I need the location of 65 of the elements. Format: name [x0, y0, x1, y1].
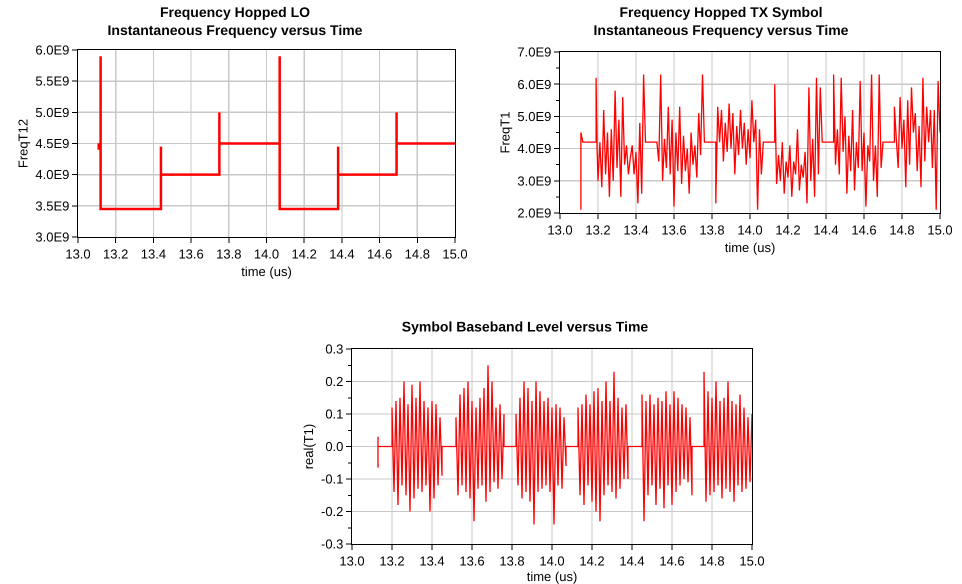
y-tick-label: -0.3 — [320, 536, 344, 552]
x-tick-label: 13.8 — [499, 554, 525, 569]
x-tick-label: 13.4 — [419, 554, 445, 569]
y-tick-label: 0.2 — [325, 374, 344, 390]
x-tick-label: 13.6 — [178, 246, 204, 262]
y-tick-label: 5.5E9 — [35, 74, 70, 89]
x-tick-label: 13.2 — [103, 246, 128, 262]
x-tick-label: 14.0 — [737, 222, 763, 238]
x-tick-label: 13.8 — [216, 246, 242, 262]
x-tick-label: 14.2 — [292, 246, 317, 262]
x-tick-label: 15.0 — [739, 554, 765, 569]
y-axis-title: FreqT12 — [15, 118, 30, 168]
x-tick-label: 13.4 — [623, 222, 649, 238]
y-tick-label: 4.0E9 — [35, 167, 70, 182]
y-axis-title: FreqT1 — [497, 112, 512, 154]
chart-title: Frequency Hopped LO Instantaneous Frequency versus Time — [108, 4, 363, 38]
x-tick-label: 14.2 — [579, 554, 605, 569]
x-tick-label: 14.8 — [404, 246, 430, 262]
x-tick-label: 15.0 — [442, 246, 468, 262]
chart-title: Frequency Hopped TX Symbol Instantaneous Frequency versus Time — [594, 4, 849, 38]
y-tick-label: 0.1 — [325, 406, 344, 422]
line-series — [377, 364, 752, 526]
y-axis-title: real(T1) — [300, 424, 316, 470]
y-tick-label: 0.3 — [325, 342, 344, 357]
y-tick-label: 5.0E9 — [517, 108, 552, 124]
x-tick-label: 13.8 — [699, 222, 725, 238]
x-tick-label: 14.4 — [329, 246, 355, 262]
x-tick-label: 13.0 — [65, 246, 91, 262]
x-tick-label: 14.6 — [851, 222, 877, 238]
y-tick-label: 3.0E9 — [517, 173, 552, 188]
x-tick-label: 14.6 — [659, 554, 685, 569]
x-tick-label: 14.4 — [813, 222, 839, 238]
y-tick-label: 2.0E9 — [517, 206, 552, 221]
x-tick-label: 13.0 — [339, 554, 365, 569]
y-tick-label: 3.5E9 — [35, 198, 70, 214]
x-tick-label: 13.0 — [547, 222, 573, 238]
x-tick-label: 14.8 — [889, 222, 915, 238]
x-axis-title: time (us) — [526, 569, 578, 584]
line-series — [580, 74, 940, 210]
y-tick-label: -0.2 — [320, 504, 344, 520]
x-tick-label: 13.6 — [459, 554, 485, 569]
x-tick-label: 13.6 — [661, 222, 687, 238]
x-tick-label: 14.2 — [775, 222, 801, 238]
x-tick-label: 14.0 — [254, 246, 280, 262]
y-tick-label: 6.0E9 — [35, 42, 70, 58]
chart-title: Symbol Baseband Level versus Time — [402, 318, 648, 335]
line-series — [97, 54, 455, 210]
y-tick-label: 4.0E9 — [517, 141, 552, 156]
x-tick-label: 14.8 — [699, 554, 725, 569]
x-tick-label: 13.2 — [585, 222, 611, 238]
y-tick-label: 7.0E9 — [517, 44, 552, 60]
x-axis-title: time (us) — [724, 240, 776, 256]
x-tick-label: 13.2 — [379, 554, 405, 569]
x-tick-label: 13.4 — [140, 246, 166, 262]
y-tick-label: 4.5E9 — [35, 136, 70, 152]
x-tick-label: 15.0 — [927, 222, 953, 238]
y-tick-label: -0.1 — [320, 472, 344, 487]
x-tick-label: 14.6 — [366, 246, 392, 262]
y-tick-label: 3.0E9 — [35, 230, 70, 245]
x-tick-label: 14.0 — [539, 554, 565, 569]
x-tick-label: 14.4 — [619, 554, 645, 569]
y-tick-label: 5.0E9 — [35, 104, 70, 120]
x-axis-title: time (us) — [241, 264, 292, 280]
y-tick-label: 0.0 — [325, 439, 344, 454]
y-tick-label: 6.0E9 — [517, 76, 552, 92]
